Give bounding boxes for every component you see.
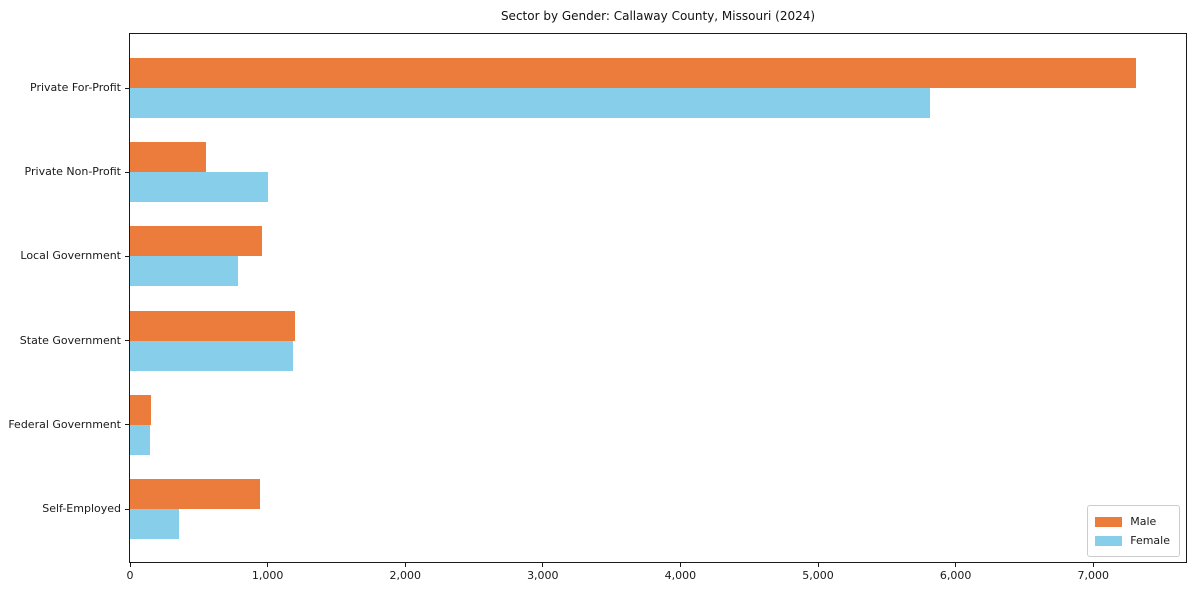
- y-tick-label: Self-Employed: [42, 502, 121, 515]
- y-tick-label: State Government: [19, 333, 121, 347]
- legend-label: Female: [1130, 534, 1170, 547]
- bar-male-2: [130, 226, 262, 257]
- y-tick-label: Private Non-Profit: [24, 165, 121, 179]
- x-tick-mark: [129, 563, 131, 567]
- bar-female-0: [130, 88, 930, 118]
- legend: Male Female: [1087, 505, 1180, 557]
- y-tick-label: Private For-Profit: [30, 81, 121, 94]
- y-tick-mark: [125, 508, 129, 510]
- legend-item-female: Female: [1095, 531, 1170, 550]
- y-tick-label: Local Government: [20, 249, 121, 263]
- bar-female-3: [130, 340, 294, 371]
- bar-female-2: [130, 256, 238, 287]
- x-tick-mark: [267, 563, 269, 567]
- bar-male-3: [130, 310, 295, 341]
- x-tick-mark: [404, 563, 406, 567]
- y-tick-label: Federal Government: [8, 417, 121, 431]
- x-tick-label: 3,000: [527, 569, 559, 582]
- bar-female-5: [130, 509, 179, 539]
- x-tick-label: 0: [126, 569, 134, 582]
- x-tick-mark: [955, 563, 957, 567]
- y-tick-mark: [125, 255, 129, 257]
- x-tick-mark: [679, 563, 681, 567]
- x-tick-label: 1,000: [251, 569, 284, 582]
- x-tick-label: 4,000: [664, 569, 697, 582]
- x-tick-label: 5,000: [802, 569, 834, 582]
- legend-label: Male: [1130, 515, 1157, 528]
- y-tick-mark: [125, 87, 129, 89]
- x-tick-label: 6,000: [939, 569, 972, 582]
- x-tick-mark: [1092, 563, 1094, 567]
- plot-area: Male Female: [129, 33, 1187, 563]
- y-tick-mark: [125, 171, 129, 173]
- bar-female-4: [130, 424, 151, 455]
- x-tick-mark: [542, 563, 544, 567]
- legend-swatch-male: [1095, 516, 1123, 527]
- y-tick-mark: [125, 424, 129, 426]
- x-tick-mark: [817, 563, 819, 567]
- bar-male-1: [130, 142, 206, 173]
- y-tick-mark: [125, 340, 129, 342]
- bar-male-5: [130, 479, 260, 509]
- bar-male-0: [130, 58, 1136, 88]
- bar-male-4: [130, 394, 151, 425]
- chart-title: Sector by Gender: Callaway County, Misso…: [500, 9, 816, 23]
- x-tick-label: 7,000: [1077, 569, 1110, 582]
- legend-item-male: Male: [1095, 512, 1170, 531]
- legend-swatch-female: [1095, 535, 1123, 546]
- x-tick-label: 2,000: [389, 569, 421, 582]
- bar-female-1: [130, 172, 268, 203]
